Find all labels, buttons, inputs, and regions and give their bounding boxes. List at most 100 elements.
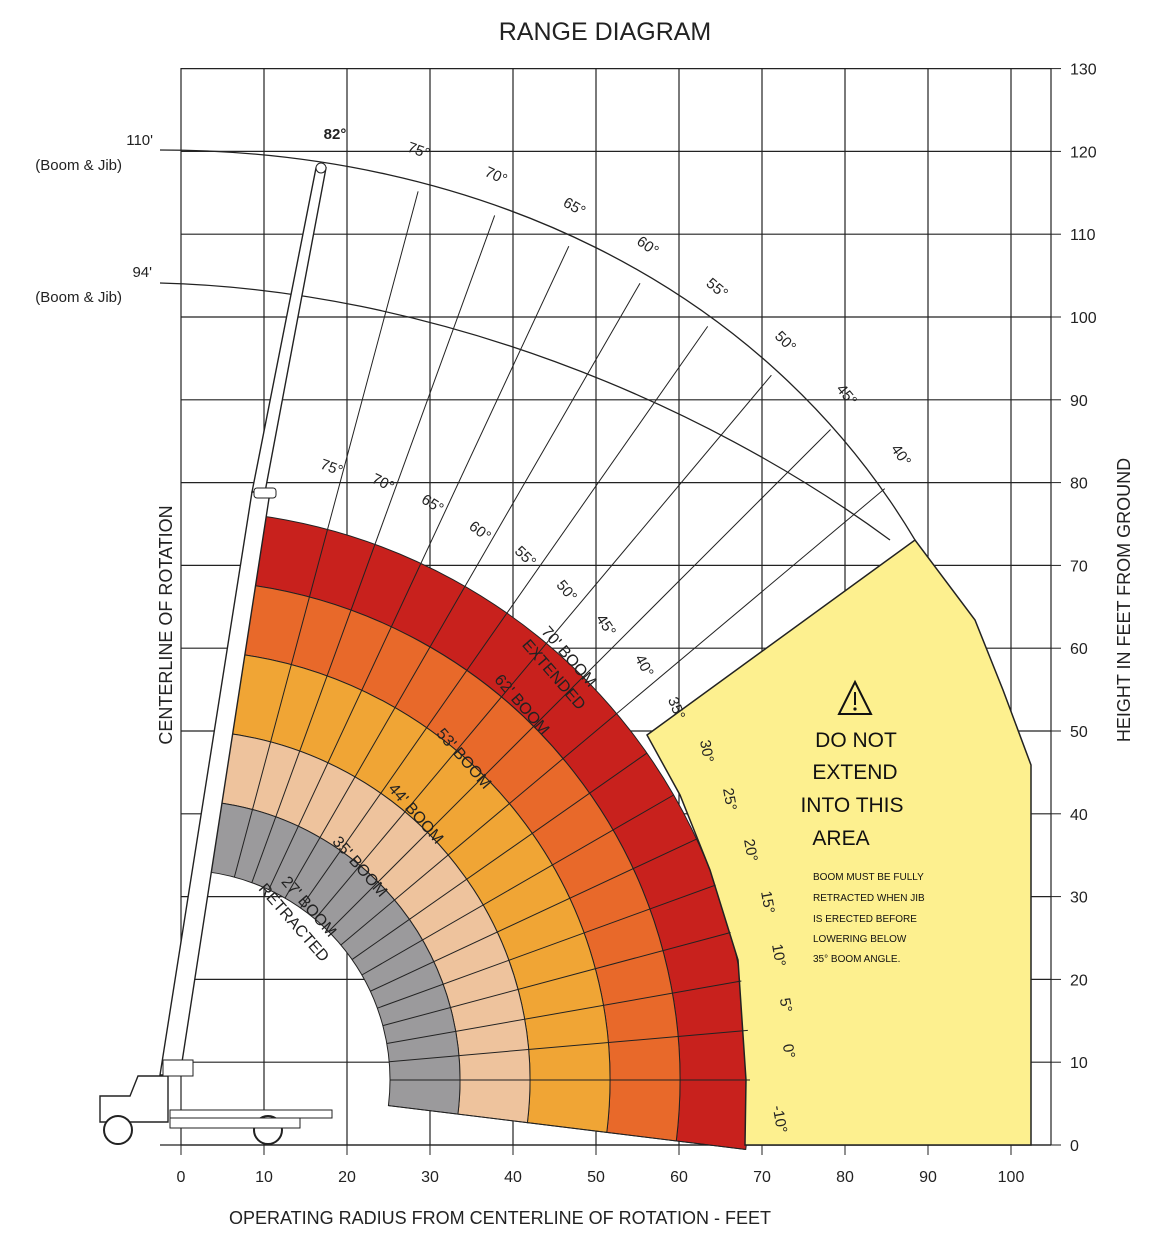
angle-line [361,794,674,976]
y-tick-label: 10 [1070,1055,1088,1072]
x-tick-label: 60 [670,1169,688,1186]
x-axis-ticks: 0 10 20 30 40 50 60 70 80 90 100 [177,1145,1025,1186]
x-tick-label: 40 [504,1169,522,1186]
boom-tip-section [251,167,327,493]
angle-line [268,245,570,890]
jib-110-label: 110' [126,132,153,149]
warning-note-3: IS ERECTED BEFORE [813,914,917,925]
y-axis-ticks: 0 10 20 30 40 50 60 70 80 90 100 110 120 130 [1051,62,1097,1155]
warning-note-1: BOOM MUST BE FULLY [813,872,924,883]
inner-angle-label: 55° [511,543,539,571]
x-tick-label: 50 [587,1169,605,1186]
y-tick-label: 90 [1070,393,1088,410]
warning-line-4: AREA [812,827,869,850]
inner-angle-label: -10° [769,1104,791,1134]
jib-arcs [159,149,916,541]
warning-note-2: RETRACTED WHEN JIB [813,893,925,904]
outer-angle-label: 55° [703,275,731,303]
x-tick-label: 0 [177,1169,186,1186]
inner-angle-label: 20° [740,838,761,863]
x-axis-title: OPERATING RADIUS FROM CENTERLINE OF ROTA… [229,1208,771,1228]
outer-angle-label: 70° [482,163,510,188]
x-tick-label: 70 [753,1169,771,1186]
jib-94-arc [159,282,891,541]
outer-angle-label: 75° [405,139,432,163]
angle-line [351,752,648,960]
jib-110-arc [159,149,916,541]
y-tick-label: 40 [1070,807,1088,824]
inner-angle-label: 15° [757,890,778,915]
inner-angle-label: 75° [318,456,345,480]
y-tick-label: 120 [1070,144,1097,161]
angle-line [386,980,742,1045]
warning-line-2: EXTEND [812,761,897,784]
jib-110-sublabel: (Boom & Jib) [35,157,122,174]
angle-lines [233,191,886,1150]
truck-cab [99,1075,169,1123]
angle-line [314,374,772,920]
diagram-title: RANGE DIAGRAM [499,18,712,46]
y-tick-label: 50 [1070,724,1088,741]
inner-angle-label: 65° [418,491,446,517]
crane-truck [99,162,333,1145]
outer-angle-label: 60° [633,233,661,260]
outer-angle-label: 40° [887,441,914,469]
angle-line [233,191,419,878]
x-tick-label: 80 [836,1169,854,1186]
boom-tip [315,162,327,174]
y-axis-title: HEIGHT IN FEET FROM GROUND [1114,458,1134,742]
x-tick-label: 20 [338,1169,356,1186]
angle-line [284,283,641,899]
angle-line [388,1105,746,1150]
inner-angle-label: 0° [779,1043,798,1060]
warning-note-5: 35° BOOM ANGLE. [813,954,900,965]
inner-angle-label: 60° [466,518,494,545]
y-tick-label: 130 [1070,62,1097,79]
truck-frame [169,1117,301,1129]
y-tick-label: 20 [1070,972,1088,989]
inner-angle-label: 70° [369,470,397,495]
inner-angle-label: 50° [553,577,581,605]
x-tick-label: 100 [998,1169,1025,1186]
do-not-extend-area [646,538,1032,1146]
outer-angle-label: 50° [771,328,799,356]
centerline-label: CENTERLINE OF ROTATION [156,505,176,744]
y-tick-label: 0 [1070,1138,1079,1155]
boom-joint [253,487,277,499]
angle-line [328,429,831,932]
angle-line [382,931,731,1027]
warning-line-3: INTO THIS [800,794,903,817]
angle-line [251,215,496,883]
x-tick-label: 10 [255,1169,273,1186]
angle-line [370,838,697,992]
y-tick-label: 100 [1070,310,1097,327]
angle-line [377,884,716,1009]
y-tick-label: 60 [1070,641,1088,658]
angle-line [389,1029,748,1063]
max-angle-label: 82° [324,126,347,143]
inner-angle-label: 25° [719,787,740,812]
jib-94-sublabel: (Boom & Jib) [35,289,122,306]
inner-angle-label: 10° [768,943,789,968]
y-tick-label: 70 [1070,558,1088,575]
warning-line-1: DO NOT [815,729,897,752]
x-tick-label: 30 [421,1169,439,1186]
y-tick-label: 80 [1070,476,1088,493]
outer-angle-label: 65° [560,194,588,220]
jib-94-label: 94' [132,264,152,281]
angle-line [340,488,886,946]
turret [162,1059,194,1077]
truck-bed [169,1109,333,1119]
warning-triangle-icon [837,679,873,715]
front-wheel [103,1115,133,1145]
boom-zones [205,513,751,1151]
inner-angle-label: 40° [631,652,657,680]
outer-angle-label: 45° [833,381,861,409]
inner-angle-label: 5° [776,997,795,1014]
y-tick-label: 30 [1070,890,1088,907]
x-tick-label: 90 [919,1169,937,1186]
inner-angle-label: 30° [696,739,717,764]
warning-note-4: LOWERING BELOW [813,934,907,945]
angle-line [300,326,709,909]
